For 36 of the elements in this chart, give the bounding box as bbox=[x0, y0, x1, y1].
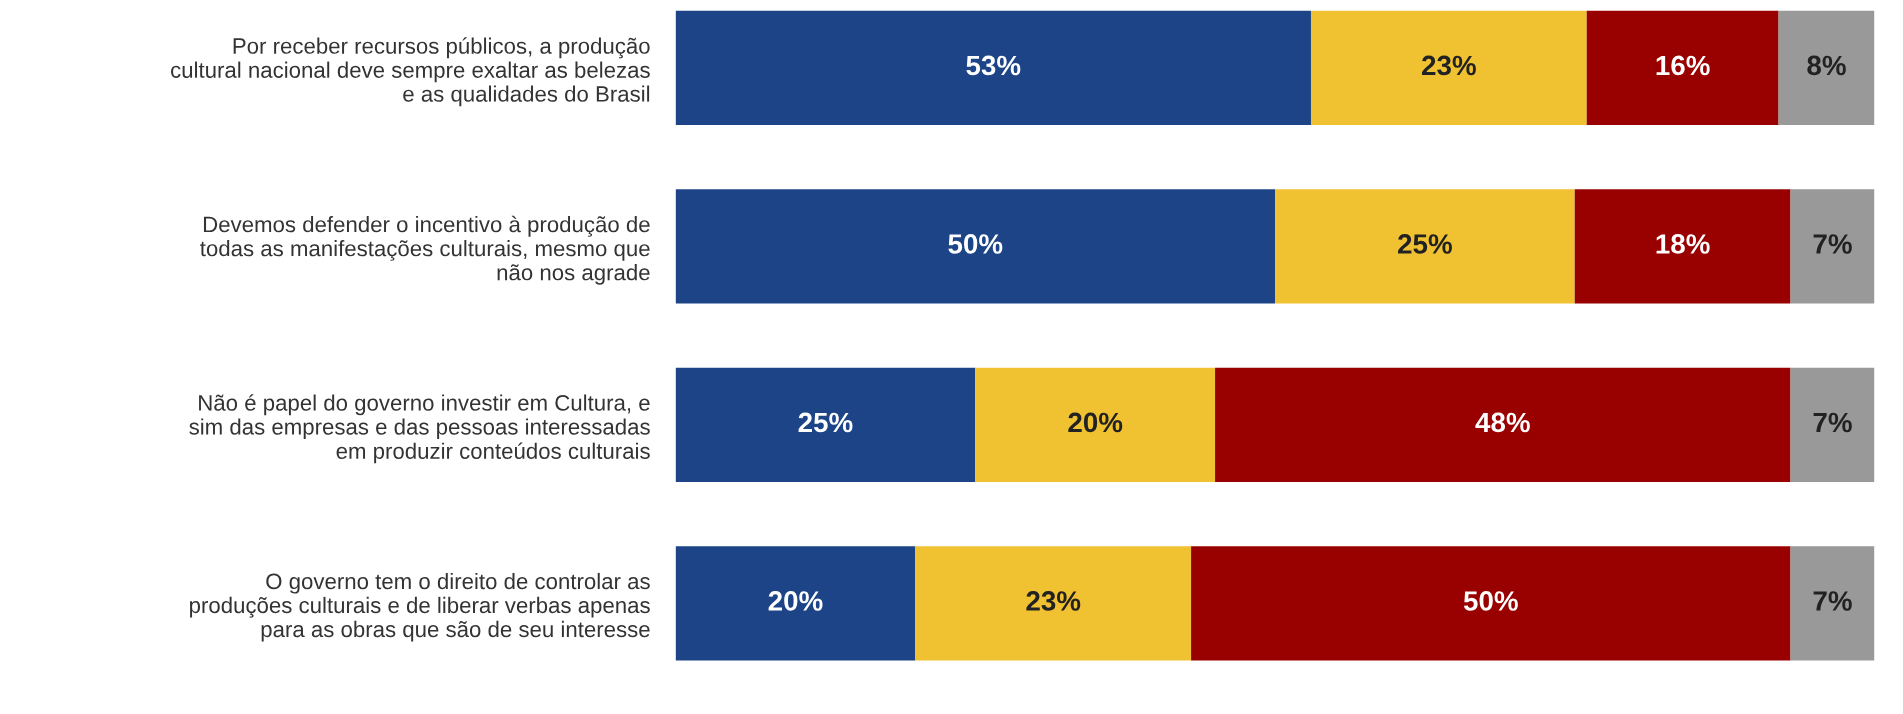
bar bbox=[975, 367, 1216, 482]
bar bbox=[675, 10, 1311, 125]
data-label: 48% bbox=[1475, 412, 1530, 433]
data-label: 50% bbox=[1463, 591, 1518, 611]
data-label: 18% bbox=[1656, 234, 1710, 254]
bar bbox=[1778, 10, 1875, 125]
data-label: 20% bbox=[768, 591, 823, 611]
bar bbox=[1586, 10, 1779, 125]
data-label: 23% bbox=[1422, 55, 1476, 76]
data-label: 53% bbox=[966, 55, 1021, 76]
bar bbox=[1574, 189, 1791, 304]
bar bbox=[1790, 189, 1875, 304]
bar bbox=[1275, 189, 1575, 304]
data-label: 25% bbox=[798, 412, 853, 433]
bar bbox=[1215, 367, 1791, 482]
bar bbox=[675, 189, 1276, 304]
bar bbox=[675, 546, 916, 661]
data-label: 50% bbox=[948, 234, 1003, 254]
data-label: 23% bbox=[1026, 591, 1081, 611]
data-label: 7% bbox=[1813, 591, 1852, 611]
bar bbox=[1790, 546, 1875, 661]
data-label: 8% bbox=[1807, 55, 1846, 76]
data-label: 25% bbox=[1398, 234, 1452, 254]
bar bbox=[915, 546, 1192, 661]
data-label: 7% bbox=[1813, 412, 1852, 433]
data-label: 16% bbox=[1656, 55, 1710, 76]
y-tick-label: O governo tem o direito de controlar as produções culturais e de liberar verbas apenas para as obras que são de seu interesse bbox=[190, 572, 650, 642]
data-label: 7% bbox=[1813, 234, 1852, 254]
y-tick-label: Por receber recursos públicos, a produção cultural nacional deve sempre exaltar as belezas e as qualidades do Brasil bbox=[171, 37, 650, 107]
y-tick-label: Não é papel do governo investir em Cultura, e sim das empresas e das pessoas interessadas em produzir conteúdos culturais bbox=[189, 394, 650, 464]
bar bbox=[675, 367, 976, 482]
data-label: 20% bbox=[1068, 412, 1123, 433]
bar bbox=[1790, 367, 1875, 482]
bar bbox=[1310, 10, 1587, 125]
bar bbox=[1191, 546, 1791, 661]
y-tick-label: Devemos defender o incentivo à produção de todas as manifestações culturais, mesmo que não nos agrade bbox=[200, 215, 650, 285]
